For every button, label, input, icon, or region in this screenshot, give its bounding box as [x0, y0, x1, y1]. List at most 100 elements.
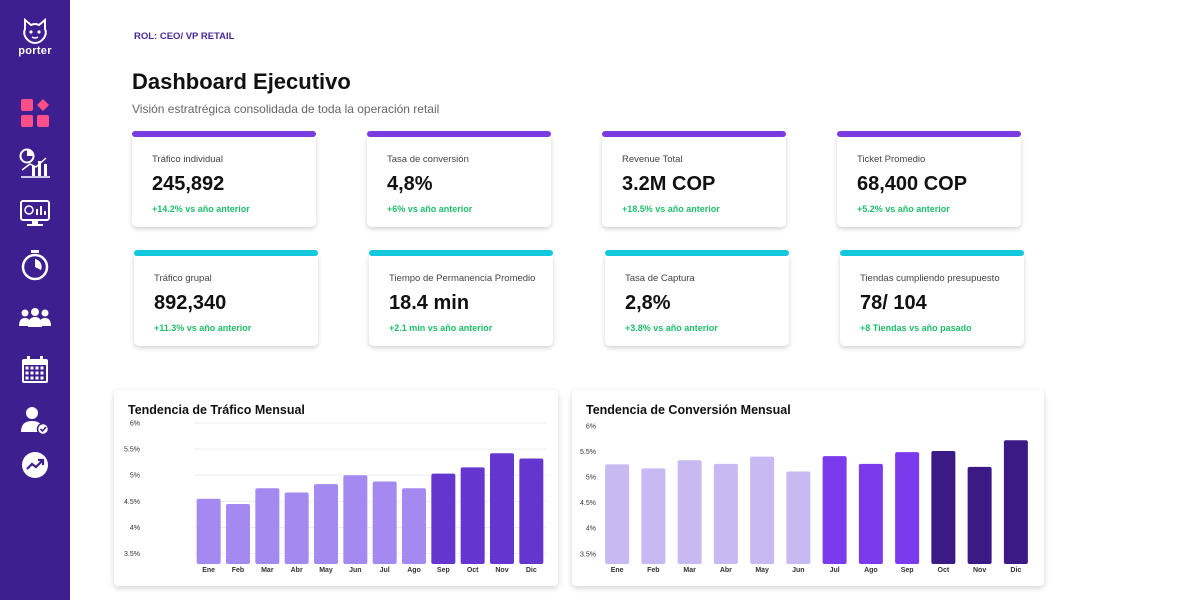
- bar-jul[interactable]: [372, 481, 397, 564]
- brand-logo[interactable]: porter: [0, 18, 70, 57]
- bar-abr[interactable]: [713, 463, 738, 564]
- bar-sep[interactable]: [431, 473, 456, 564]
- x-tick-label: Ago: [407, 567, 421, 574]
- x-tick-label: Sep: [901, 567, 914, 574]
- bar-may[interactable]: [750, 456, 775, 564]
- kpi-accent-bar: [134, 250, 318, 256]
- sidebar-item-timer[interactable]: [17, 247, 53, 283]
- kpi-accent-bar: [605, 250, 789, 256]
- x-tick-label: Mar: [261, 567, 274, 574]
- sidebar-item-monitor[interactable]: [17, 195, 53, 231]
- x-tick-label: Mar: [683, 567, 696, 574]
- x-tick-label: Jul: [830, 567, 840, 574]
- y-tick-label: 4.5%: [124, 499, 140, 506]
- team-people-icon: [19, 308, 51, 327]
- sidebar: porter: [0, 0, 70, 600]
- kpi-card-trafico-individual: Tráfico individual 245,892 +14.2% vs año…: [132, 131, 316, 227]
- kpi-value: 3.2M COP: [622, 173, 716, 195]
- user-check-icon: [21, 407, 50, 435]
- bar-jun[interactable]: [786, 471, 811, 564]
- x-tick-label: Jun: [349, 567, 361, 574]
- y-tick-label: 4.5%: [580, 500, 596, 507]
- sidebar-item-analytics[interactable]: [17, 145, 53, 181]
- kpi-delta: +3.8% vs año anterior: [625, 323, 718, 333]
- kpi-value: 245,892: [152, 173, 225, 195]
- kpi-accent-bar: [132, 131, 316, 137]
- x-tick-label: Jun: [792, 567, 804, 574]
- bar-feb[interactable]: [641, 468, 666, 564]
- kpi-delta: +11.3% vs año anterior: [154, 323, 252, 333]
- kpi-card-tiendas-presupuesto: Tiendas cumpliendo presupuesto 78/ 104 +…: [840, 250, 1024, 346]
- sidebar-item-trend[interactable]: [17, 447, 53, 483]
- x-tick-label: Abr: [720, 567, 732, 574]
- bar-ene[interactable]: [196, 498, 221, 564]
- x-tick-label: Dic: [1010, 567, 1021, 574]
- kpi-label: Ticket Promedio: [857, 154, 926, 165]
- kpi-label: Tasa de conversión: [387, 154, 469, 165]
- sidebar-item-user-check[interactable]: [17, 402, 53, 438]
- y-tick-label: 4%: [130, 525, 140, 532]
- bar-oct[interactable]: [931, 451, 956, 564]
- kpi-value: 892,340: [154, 292, 227, 314]
- x-tick-label: Feb: [647, 567, 659, 574]
- y-tick-label: 6%: [586, 424, 596, 431]
- monitor-dashboard-icon: [20, 200, 50, 226]
- kpi-accent-bar: [369, 250, 553, 256]
- trending-up-icon: [22, 452, 48, 478]
- bar-sep[interactable]: [895, 452, 920, 564]
- sidebar-item-dashboard[interactable]: [17, 95, 53, 131]
- main-content: ROL: CEO/ VP RETAIL Dashboard Ejecutivo …: [70, 0, 1200, 600]
- kpi-accent-bar: [367, 131, 551, 137]
- bar-ago[interactable]: [402, 488, 426, 564]
- kpi-value: 78/ 104: [860, 292, 927, 314]
- traffic-bar-chart: 6% 5.5% 5% 4.5% 4% 3.5% Ene Feb Mar Abr May Jun Jul A…: [124, 421, 546, 574]
- x-tick-label: Oct: [467, 567, 479, 574]
- x-tick-label: Oct: [938, 567, 950, 574]
- chart-card-trafico: Tendencia de Tráfico Mensual 6% 5.5% 5% 4.5…: [114, 390, 558, 586]
- bar-mar[interactable]: [255, 488, 280, 564]
- bar-mar[interactable]: [677, 460, 702, 564]
- y-tick-label: 5.5%: [124, 447, 140, 454]
- bar-ago[interactable]: [858, 463, 883, 564]
- bar-nov[interactable]: [967, 466, 992, 564]
- kpi-delta: +5.2% vs año anterior: [857, 204, 950, 214]
- bar-jun[interactable]: [343, 475, 368, 564]
- brand-name: porter: [18, 45, 52, 57]
- kpi-delta: +14.2% vs año anterior: [152, 204, 250, 214]
- kpi-card-trafico-grupal: Tráfico grupal 892,340 +11.3% vs año ant…: [134, 250, 318, 346]
- bar-feb[interactable]: [226, 503, 250, 564]
- x-tick-label: Ene: [611, 567, 624, 574]
- kpi-accent-bar: [837, 131, 1021, 137]
- page-subtitle: Visión estratrégica consolidada de toda …: [132, 102, 440, 116]
- bar-jul[interactable]: [822, 456, 847, 564]
- kpi-card-tasa-conversion: Tasa de conversión 4,8% +6% vs año anter…: [367, 131, 551, 227]
- kpi-delta: +18.5% vs año anterior: [622, 204, 720, 214]
- y-tick-label: 3.5%: [580, 551, 596, 558]
- kpi-value: 4,8%: [387, 173, 433, 195]
- bar-nov[interactable]: [490, 453, 514, 564]
- x-tick-label: Nov: [495, 567, 508, 574]
- role-label: ROL: CEO/ VP RETAIL: [134, 31, 235, 42]
- x-tick-label: May: [755, 567, 769, 574]
- kpi-accent-bar: [602, 131, 786, 137]
- y-tick-label: 3.5%: [124, 551, 140, 558]
- bar-ene[interactable]: [605, 464, 630, 564]
- bar-may[interactable]: [314, 484, 338, 564]
- sidebar-item-team[interactable]: [17, 300, 53, 336]
- bar-oct[interactable]: [460, 467, 485, 564]
- kpi-delta: +6% vs año anterior: [387, 204, 473, 214]
- bar-dic[interactable]: [519, 458, 544, 564]
- kpi-label: Tiendas cumpliendo presupuesto: [860, 273, 1000, 284]
- bar-abr[interactable]: [284, 492, 309, 564]
- y-tick-label: 5%: [586, 475, 596, 482]
- pie-bar-chart-icon: [19, 148, 50, 178]
- x-tick-label: Dic: [526, 567, 537, 574]
- kpi-card-ticket-promedio: Ticket Promedio 68,400 COP +5.2% vs año …: [837, 131, 1021, 227]
- kpi-label: Tráfico grupal: [154, 273, 212, 284]
- x-tick-label: Feb: [232, 567, 244, 574]
- sidebar-item-calendar[interactable]: [17, 352, 53, 388]
- kpi-delta: +2.1 min vs año anterior: [389, 323, 493, 333]
- x-tick-label: Jul: [380, 567, 390, 574]
- bar-dic[interactable]: [1003, 440, 1028, 564]
- kpi-label: Revenue Total: [622, 154, 683, 165]
